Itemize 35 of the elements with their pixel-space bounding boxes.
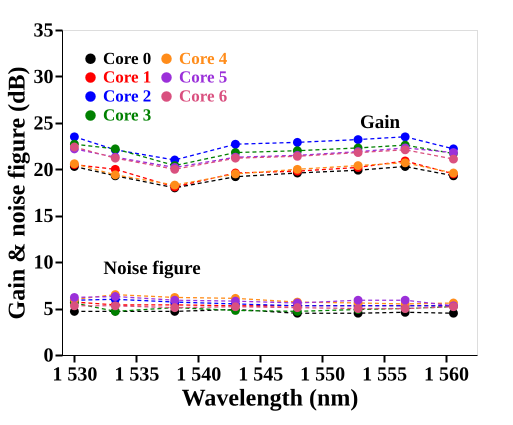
point: [354, 135, 363, 144]
legend-label: Core 0: [103, 48, 152, 68]
x-tick-label: 1 545: [238, 364, 284, 386]
legend-label: Core 6: [179, 86, 228, 106]
y-tick-label: 0: [44, 344, 54, 366]
y-tick-label: 5: [44, 298, 54, 320]
x-axis-title: Wavelength (nm): [182, 386, 358, 412]
y-tick-label: 10: [34, 252, 54, 274]
y-tick-label: 15: [34, 205, 54, 228]
x-tick-label: 1 550: [300, 364, 346, 386]
annotation: Gain: [360, 112, 400, 133]
y-tick-label: 30: [34, 66, 54, 88]
legend-label: Core 5: [179, 68, 228, 86]
x-tick-label: 1 540: [176, 364, 222, 386]
point: [230, 140, 240, 149]
y-tick-label: 35: [34, 20, 54, 42]
legend-label: Core 4: [179, 48, 228, 68]
point: [70, 301, 79, 310]
x-tick-label: 1 535: [114, 364, 160, 386]
x-tick-label: 1 530: [52, 364, 98, 386]
annotation: Noise figure: [103, 258, 201, 279]
y-tick-label: 25: [34, 112, 54, 134]
point: [400, 296, 410, 305]
x-tick-label: 1 555: [362, 364, 408, 386]
point: [448, 154, 458, 164]
point: [400, 132, 410, 142]
x-tick-label: 1 560: [424, 364, 470, 386]
y-axis-title: Gain & noise figure (dB): [4, 66, 30, 320]
point: [70, 132, 79, 142]
legend-label: Core 1: [103, 68, 152, 86]
point: [354, 296, 363, 305]
y-tick-label: 20: [34, 158, 54, 181]
legend-label: Core 3: [103, 106, 152, 124]
point: [292, 138, 302, 147]
legend-label: Core 2: [103, 86, 152, 106]
